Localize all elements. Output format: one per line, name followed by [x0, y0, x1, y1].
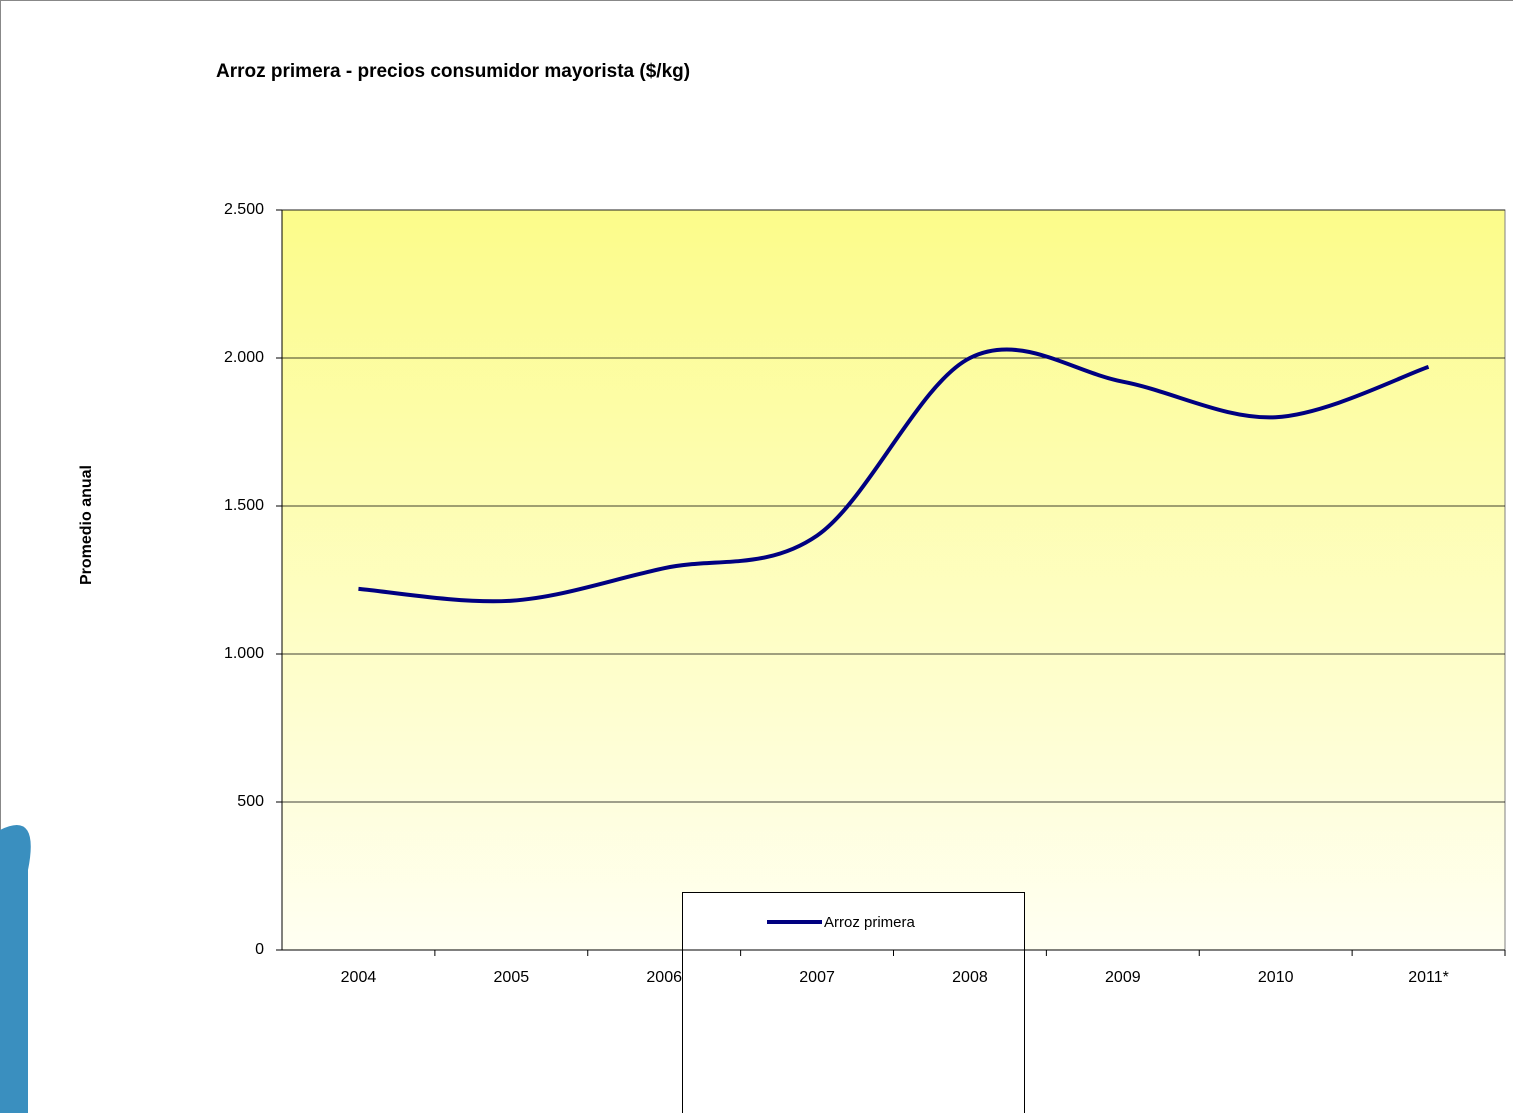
y-axis-label: Promedio anual	[78, 465, 95, 585]
x-tick-label: 2010	[1258, 969, 1294, 986]
x-tick-label: 2006	[646, 969, 682, 986]
y-tick-label: 0	[255, 941, 264, 958]
x-tick-label: 2008	[952, 969, 988, 986]
decoration	[0, 825, 31, 1113]
x-tick-label: 2011*	[1408, 969, 1449, 986]
y-tick-label: 2.000	[224, 349, 264, 366]
legend	[682, 892, 1025, 1113]
x-tick-label: 2004	[341, 969, 377, 986]
x-tick-label: 2005	[494, 969, 530, 986]
y-tick-label: 1.500	[224, 497, 264, 514]
x-tick-label: 2009	[1105, 969, 1141, 986]
x-tick-label: 2007	[799, 969, 835, 986]
series-line	[358, 347, 1430, 604]
legend-label: Arroz primera	[824, 914, 916, 931]
chart-title: Arroz primera - precios consumidor mayor…	[216, 61, 690, 82]
plot-area	[281, 209, 1506, 951]
y-tick-label: 500	[237, 793, 264, 810]
y-tick-label: 2.500	[224, 201, 264, 218]
y-tick-label: 1.000	[224, 645, 264, 662]
